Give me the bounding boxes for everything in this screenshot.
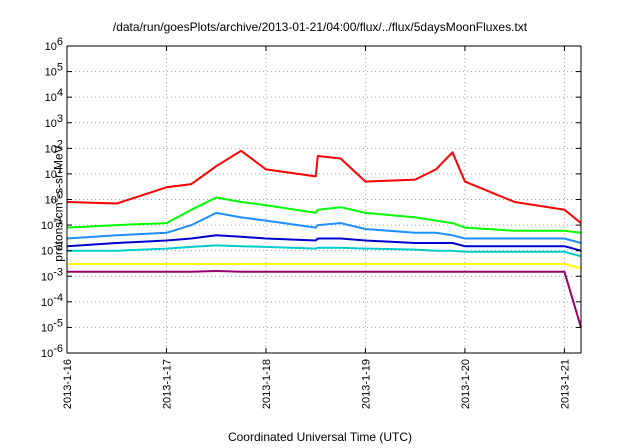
y-tick-label: 104 — [45, 87, 63, 104]
y-tick-label: 10-5 — [41, 317, 63, 334]
y-tick-label: 100 — [45, 190, 63, 207]
y-tick-label: 105 — [45, 62, 63, 79]
y-tick-label: 102 — [45, 138, 63, 155]
y-tick-label: 103 — [45, 113, 63, 130]
series-line — [66, 149, 582, 224]
y-axis-label-sup: 2 — [50, 197, 60, 203]
y-axis-ticks: 10-6 10-5 10-4 10-3 10-2 10-1 100 101 102 103 104 1… — [41, 36, 581, 360]
y-tick-label: 10-6 — [41, 343, 63, 360]
y-tick-label: 106 — [45, 36, 63, 53]
series-line — [67, 270, 582, 328]
series-line — [66, 196, 582, 234]
y-tick-label: 10-4 — [41, 292, 63, 309]
x-tick-label: 2013-1-18 — [261, 359, 273, 409]
series-line — [67, 263, 582, 270]
y-tick-label: 101 — [45, 164, 63, 181]
x-tick-label: 2013-1-20 — [460, 359, 472, 409]
y-axis-label: protons/cm2-s-sr-MeV — [51, 114, 66, 294]
x-axis-label: Coordinated Universal Time (UTC) — [227, 430, 413, 444]
y-tick-label: 10-1 — [41, 215, 63, 232]
x-tick-label: 2013-1-16 — [62, 359, 74, 409]
x-axis-ticks: 2013-1-16 2013-1-17 2013-1-18 2013-1-19 2013… — [62, 46, 571, 409]
series-line — [66, 234, 582, 252]
y-tick-label: 10-2 — [41, 241, 63, 258]
x-tick-label: 2013-1-21 — [559, 359, 571, 409]
series-line — [66, 211, 582, 244]
chart-title: /data/run/goesPlots/archive/2013-01-21/0… — [112, 20, 528, 34]
y-axis-label-pre: protons/cm — [51, 202, 66, 262]
x-tick-label: 2013-1-17 — [161, 359, 173, 409]
y-tick-label: 10-3 — [41, 266, 63, 283]
x-tick-label: 2013-1-19 — [360, 359, 372, 409]
series-lines — [66, 149, 582, 328]
grid-lines — [67, 46, 581, 353]
series-line — [67, 244, 582, 258]
y-axis-label-post: -s-sr-MeV — [51, 145, 66, 198]
